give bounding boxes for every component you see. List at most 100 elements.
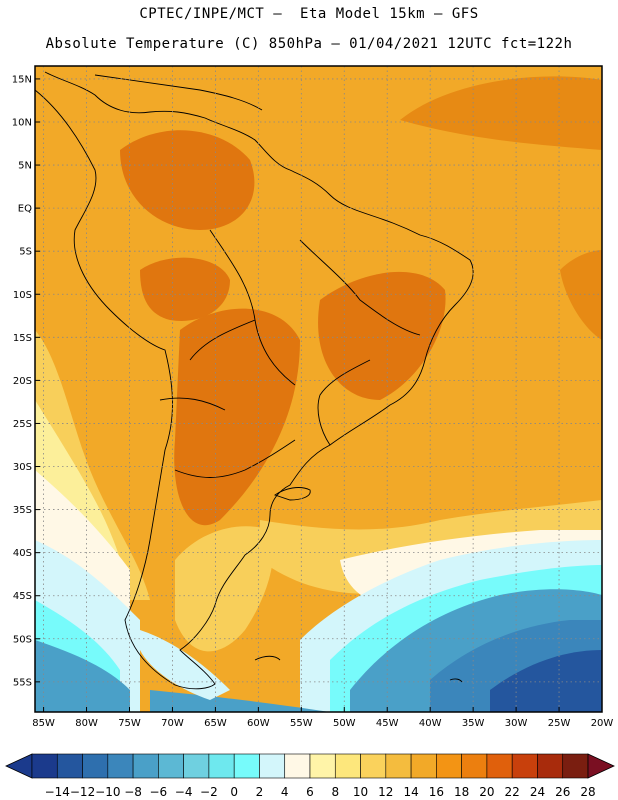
field-hot-north — [120, 130, 255, 230]
colorbar-swatch — [158, 753, 184, 779]
lon-tick-label: 20W — [591, 718, 614, 729]
colorbar-label: 22 — [505, 785, 520, 799]
lat-tick-label: 50S — [13, 634, 32, 645]
lat-tick-label: 40S — [13, 548, 32, 559]
lon-tick-label: 80W — [75, 718, 98, 729]
lat-tick-label: 55S — [13, 677, 32, 688]
colorbar-label: −4 — [175, 785, 193, 799]
colorbar-label: −12 — [70, 785, 95, 799]
coastline-south-america — [35, 71, 474, 690]
lon-tick-label: 40W — [419, 718, 442, 729]
colorbar-swatch — [461, 753, 488, 779]
lat-tick-label: 30S — [13, 462, 32, 473]
lon-tick-label: 30W — [505, 718, 528, 729]
country-borders — [159, 229, 421, 478]
colorbar-high-arrow — [587, 753, 615, 779]
coastline-caribbean — [94, 74, 263, 111]
field-warm-band-north — [400, 76, 602, 150]
coastline-rio-de-la-plata — [274, 487, 311, 501]
field-warm-band-east — [560, 250, 602, 340]
coastline-islands — [254, 655, 463, 683]
colorbar-swatch — [82, 753, 109, 779]
lon-tick-label: 65W — [204, 718, 227, 729]
colorbar-swatch — [385, 753, 412, 779]
colorbar-label: 16 — [429, 785, 444, 799]
lat-tick-label: 15N — [12, 74, 32, 85]
lat-tick-label: 15S — [13, 333, 32, 344]
lon-tick-label: 45W — [376, 718, 399, 729]
lon-tick-label: 25W — [548, 718, 571, 729]
lat-tick-label: 5S — [19, 247, 32, 258]
colorbar-swatch — [309, 753, 336, 779]
colorbar-swatch — [183, 753, 210, 779]
colorbar-swatch — [410, 753, 437, 779]
colorbar-swatch — [233, 753, 260, 779]
colorbar-label: 24 — [530, 785, 545, 799]
lat-tick-label: 5N — [18, 161, 32, 172]
colorbar-swatch — [511, 753, 538, 779]
colorbar-swatch — [436, 753, 462, 779]
colorbar-label: 20 — [479, 785, 494, 799]
field-hot-chaco — [174, 308, 300, 526]
lat-tick-label: 20S — [13, 376, 32, 387]
colorbar-label: 8 — [331, 785, 339, 799]
colorbar-label: −2 — [200, 785, 218, 799]
colorbar-swatch — [537, 753, 564, 779]
colorbar-swatch — [259, 753, 286, 779]
colorbar-label: −10 — [95, 785, 120, 799]
colorbar-label: 6 — [306, 785, 314, 799]
lon-tick-label: 55W — [290, 718, 313, 729]
lat-tick-label: 35S — [13, 505, 32, 516]
colorbar-swatch — [284, 753, 311, 779]
colorbar-swatch — [360, 753, 387, 779]
lat-tick-label: EQ — [18, 204, 32, 215]
lon-axis: 85W 80W 75W 70W 65W 60W 55W 50W 45W 40W 35W 30W 25W 2… — [32, 707, 613, 729]
lon-tick-label: 60W — [247, 718, 270, 729]
colorbar-label: 2 — [256, 785, 264, 799]
lon-tick-label: 85W — [32, 718, 55, 729]
field-hot-brazil — [318, 271, 446, 400]
colorbar-label: 10 — [353, 785, 368, 799]
colorbar-low-arrow — [5, 753, 33, 779]
colorbar: −14 −12 −10 −8 −6 −4 −2 0 2 4 6 8 10 12 14 16 18 20 22 24 26… — [5, 753, 615, 799]
field-hot-amazon — [140, 257, 230, 321]
colorbar-label: −8 — [124, 785, 142, 799]
colorbar-label: 28 — [580, 785, 595, 799]
field-patagonia-cyan — [140, 630, 230, 700]
field-patagonia-yellow — [175, 526, 274, 652]
colorbar-label: 18 — [454, 785, 469, 799]
lat-tick-label: 10S — [13, 290, 32, 301]
colorbar-swatch — [486, 753, 513, 779]
chart-title-line1: CPTEC/INPE/MCT – Eta Model 15km – GFS — [139, 6, 479, 22]
colorbar-label: 4 — [281, 785, 289, 799]
lat-tick-label: 45S — [13, 591, 32, 602]
lon-tick-label: 50W — [333, 718, 356, 729]
lat-axis: 15N 10N 5N EQ 5S 10S 15S 20S 25S 30S 35S 40S 45S 50S 5… — [12, 74, 40, 688]
colorbar-label: 0 — [230, 785, 238, 799]
lat-tick-label: 25S — [13, 419, 32, 430]
lon-tick-label: 70W — [161, 718, 184, 729]
colorbar-label: 26 — [555, 785, 570, 799]
colorbar-label: 12 — [378, 785, 393, 799]
colorbar-swatch — [107, 753, 134, 779]
field-southwest-teal — [35, 640, 130, 712]
lon-tick-label: 35W — [462, 718, 485, 729]
colorbar-label: −6 — [150, 785, 168, 799]
colorbar-swatch — [208, 753, 235, 779]
colorbar-label: 14 — [403, 785, 418, 799]
colorbar-swatch — [132, 753, 159, 779]
coastlines-borders — [35, 71, 474, 690]
map-frame — [34, 65, 603, 713]
field-drake-teal — [150, 690, 330, 712]
colorbar-swatch — [31, 753, 58, 779]
colorbar-swatch — [56, 753, 83, 779]
lon-tick-label: 75W — [118, 718, 141, 729]
lat-tick-label: 10N — [12, 117, 32, 128]
colorbar-swatch — [334, 753, 361, 779]
colorbar-label: −14 — [45, 785, 70, 799]
temperature-field — [35, 66, 602, 712]
colorbar-swatch — [562, 753, 589, 779]
graticule — [35, 66, 602, 712]
chart-title-line2: Absolute Temperature (C) 850hPa – 01/04/… — [45, 36, 573, 52]
